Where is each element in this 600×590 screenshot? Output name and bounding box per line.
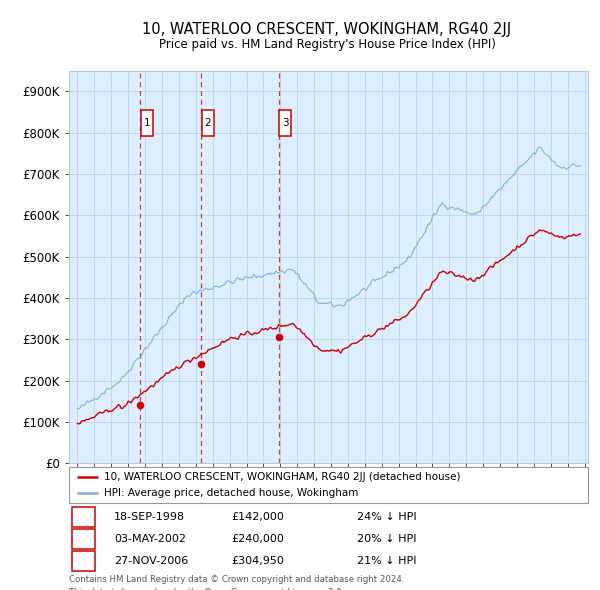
Text: 1: 1: [80, 510, 87, 524]
Text: 18-SEP-1998: 18-SEP-1998: [114, 512, 185, 522]
Text: 2: 2: [80, 532, 87, 546]
Text: 27-NOV-2006: 27-NOV-2006: [114, 556, 188, 566]
Text: HPI: Average price, detached house, Wokingham: HPI: Average price, detached house, Woki…: [104, 488, 359, 498]
Text: Contains HM Land Registry data © Crown copyright and database right 2024.: Contains HM Land Registry data © Crown c…: [69, 575, 404, 584]
Text: £142,000: £142,000: [231, 512, 284, 522]
Text: 1: 1: [143, 118, 150, 128]
Text: 2: 2: [205, 118, 211, 128]
Text: 21% ↓ HPI: 21% ↓ HPI: [357, 556, 416, 566]
FancyBboxPatch shape: [141, 110, 152, 136]
Text: 10, WATERLOO CRESCENT, WOKINGHAM, RG40 2JJ (detached house): 10, WATERLOO CRESCENT, WOKINGHAM, RG40 2…: [104, 472, 461, 482]
Text: 03-MAY-2002: 03-MAY-2002: [114, 534, 186, 544]
Text: Price paid vs. HM Land Registry's House Price Index (HPI): Price paid vs. HM Land Registry's House …: [158, 38, 496, 51]
FancyBboxPatch shape: [280, 110, 291, 136]
Text: 10, WATERLOO CRESCENT, WOKINGHAM, RG40 2JJ: 10, WATERLOO CRESCENT, WOKINGHAM, RG40 2…: [142, 22, 512, 37]
Text: 20% ↓ HPI: 20% ↓ HPI: [357, 534, 416, 544]
Text: £304,950: £304,950: [231, 556, 284, 566]
Text: 24% ↓ HPI: 24% ↓ HPI: [357, 512, 416, 522]
Text: 3: 3: [282, 118, 289, 128]
FancyBboxPatch shape: [202, 110, 214, 136]
Text: £240,000: £240,000: [231, 534, 284, 544]
Text: This data is licensed under the Open Government Licence v3.0.: This data is licensed under the Open Gov…: [69, 588, 344, 590]
Text: 3: 3: [80, 554, 87, 568]
